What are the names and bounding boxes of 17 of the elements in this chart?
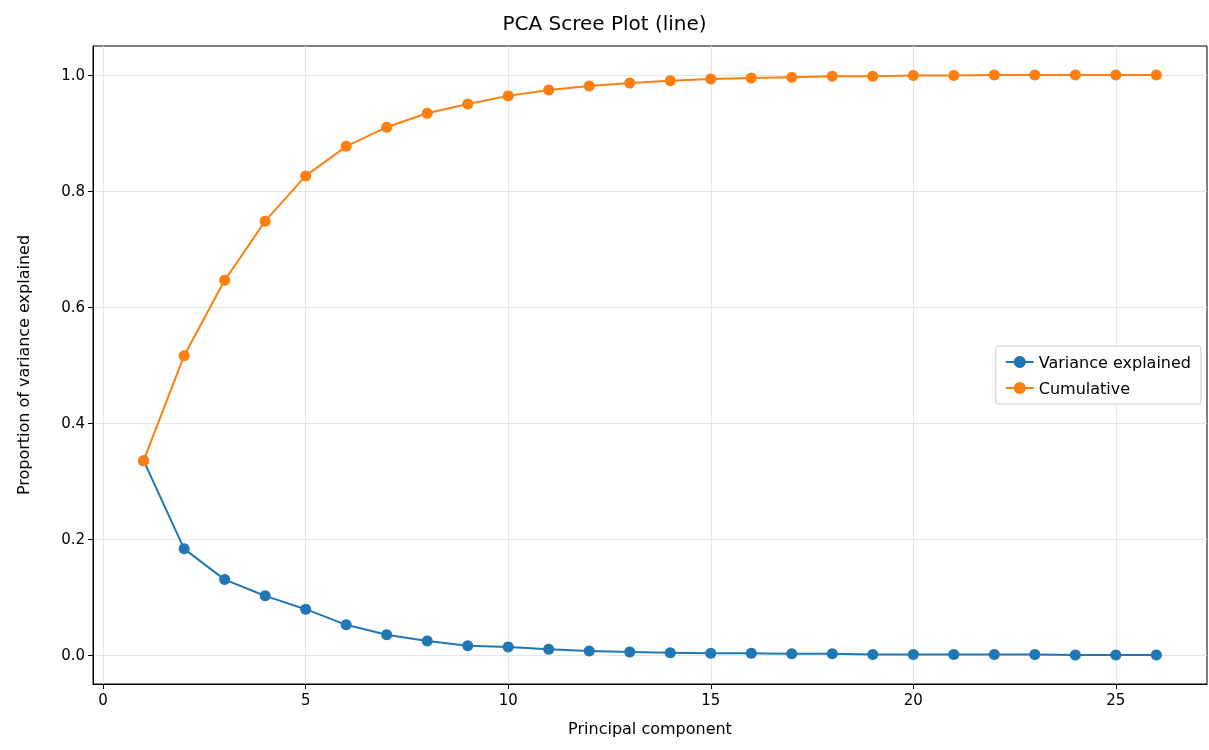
x-tick-label: 0 [98,690,108,709]
y-tick-label: 1.0 [61,66,85,84]
chart-title: PCA Scree Plot (line) [502,11,707,35]
x-tick-label: 20 [903,690,923,709]
y-axis-title: Proportion of variance explained [13,234,33,496]
y-tick-label: 0.2 [61,530,85,548]
x-tick-label: 25 [1106,690,1126,709]
legend-label: Variance explained [1038,352,1192,372]
y-tick-label: 0.6 [61,298,85,316]
legend-label: Cumulative [1038,378,1131,398]
y-tick-label: 0.4 [61,414,85,432]
y-tick-label: 0.8 [61,182,85,200]
x-axis-title: Principal component [568,718,732,738]
x-tick-label: 5 [300,690,311,709]
x-tick-label: 10 [498,690,518,709]
x-tick-label: 15 [701,690,721,709]
y-tick-label: 0.0 [61,646,85,664]
